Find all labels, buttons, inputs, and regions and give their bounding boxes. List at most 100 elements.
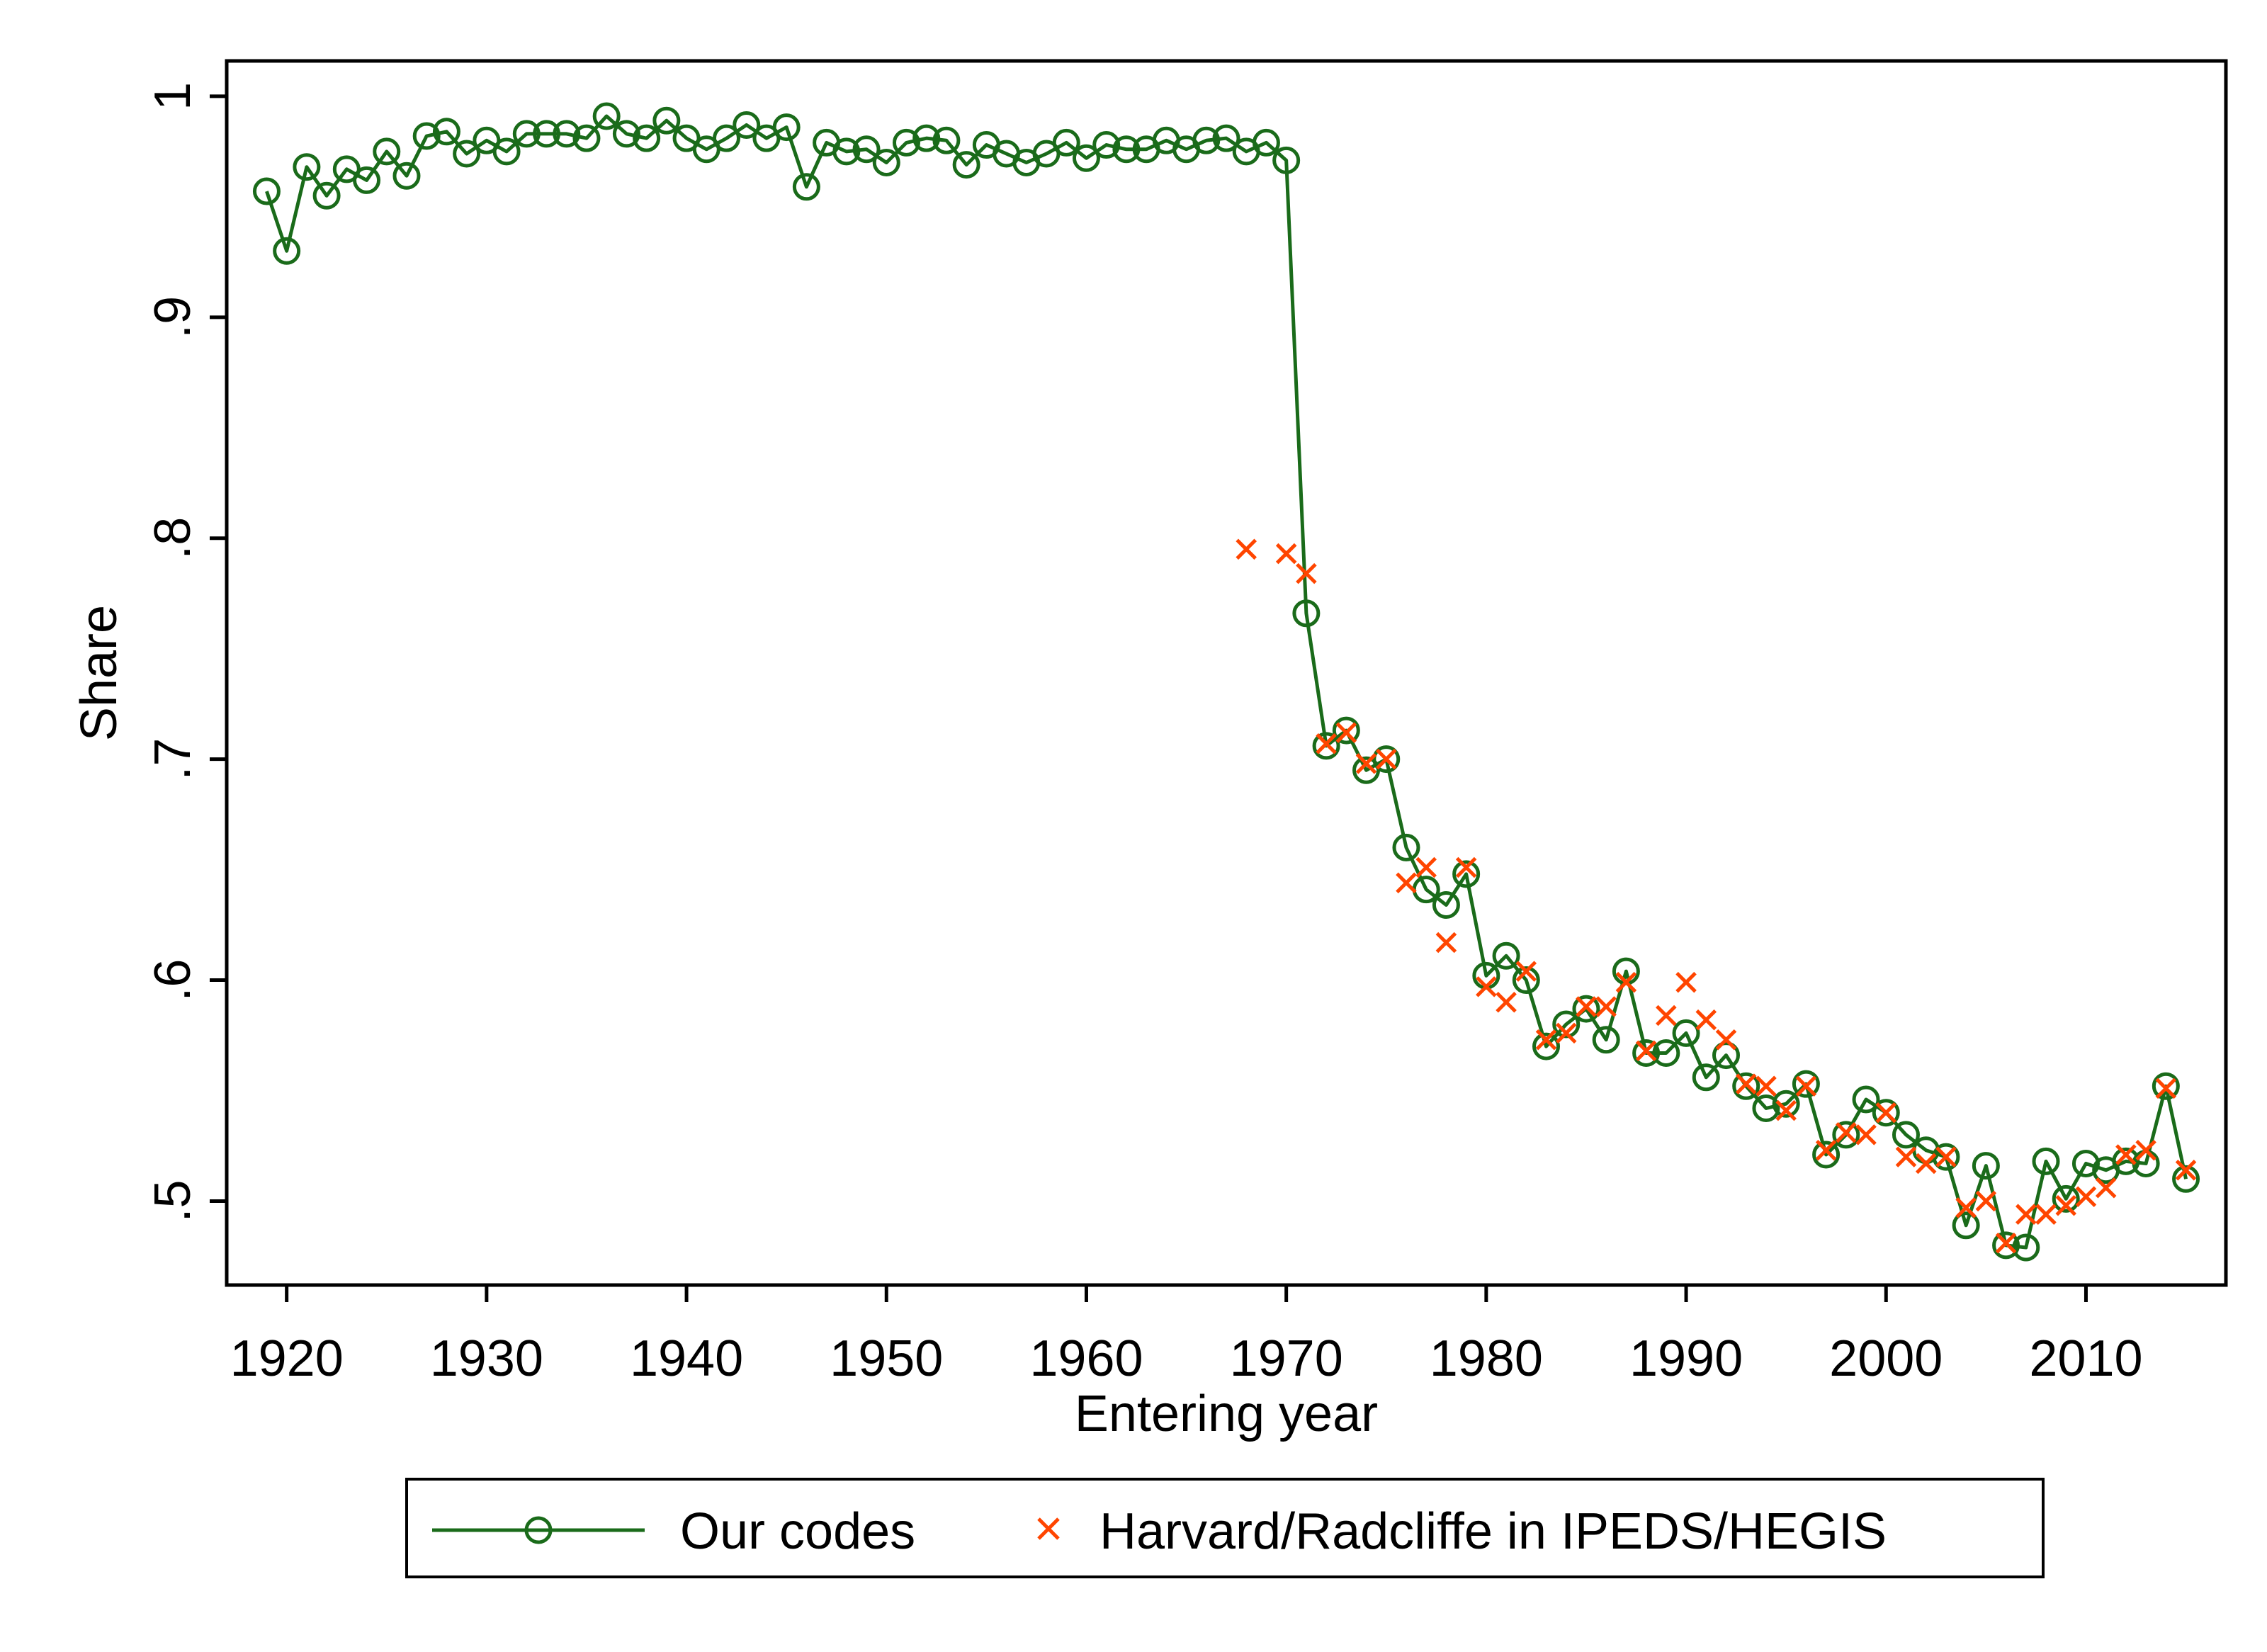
data-point-our-codes — [2012, 1233, 2040, 1262]
data-point-our-codes — [1092, 131, 1121, 159]
data-point-harvard — [1795, 1075, 1817, 1097]
x-axis: 1920 1930 1940 1950 1960 1970 1980 1990 2000 2010 — [230, 1285, 2143, 1387]
legend-box — [405, 1478, 2045, 1578]
y-tick-label: .8 — [145, 517, 201, 560]
data-point-harvard — [1236, 538, 1257, 560]
data-point-harvard — [1915, 1153, 1937, 1175]
data-point-our-codes — [1292, 599, 1321, 628]
data-point-our-codes — [1372, 745, 1401, 774]
data-point-our-codes — [312, 181, 341, 210]
x-tick-label: 1970 — [1230, 1330, 1343, 1387]
data-point-harvard — [1275, 543, 1297, 565]
data-point-harvard — [2016, 1204, 2037, 1225]
data-point-our-codes — [1492, 941, 1520, 970]
data-point-our-codes — [2172, 1165, 2200, 1193]
y-tick-label: .6 — [145, 959, 201, 1002]
data-point-harvard — [1675, 971, 1697, 993]
data-point-harvard — [2095, 1177, 2117, 1199]
data-point-harvard — [1715, 1029, 1737, 1051]
data-point-harvard — [1935, 1146, 1957, 1167]
y-tick-label: .5 — [145, 1179, 201, 1222]
data-point-harvard — [1415, 856, 1437, 878]
data-point-harvard — [1615, 971, 1637, 993]
data-point-our-codes — [1192, 126, 1221, 154]
x-tick-label: 2000 — [1829, 1330, 1943, 1387]
data-point-our-codes — [932, 126, 961, 154]
data-point-harvard — [2175, 1160, 2197, 1181]
data-point-our-codes — [1792, 1070, 1820, 1098]
data-point-harvard — [1855, 1124, 1877, 1145]
data-point-our-codes — [1652, 1039, 1680, 1067]
x-tick-label: 1990 — [1629, 1330, 1743, 1387]
data-point-harvard — [2155, 1077, 2177, 1099]
y-tick-label: .7 — [145, 738, 201, 781]
x-tick-label: 2010 — [2029, 1330, 2142, 1387]
data-point-our-codes — [633, 124, 661, 152]
data-point-harvard — [1695, 1009, 1717, 1031]
data-point-our-codes — [392, 162, 421, 190]
data-point-our-codes — [1952, 1211, 1980, 1240]
data-point-our-codes — [733, 111, 761, 139]
data-point-our-codes — [1332, 716, 1360, 745]
data-point-our-codes — [592, 102, 621, 130]
data-point-our-codes — [1832, 1121, 1860, 1149]
data-point-our-codes — [1272, 146, 1301, 174]
legend-label-harvard: Harvard/Radcliffe in IPEDS/HEGIS — [1099, 1503, 1887, 1560]
data-point-our-codes — [2032, 1147, 2060, 1175]
data-point-our-codes — [1732, 1072, 1760, 1100]
data-point-our-codes — [1392, 833, 1420, 861]
data-point-our-codes — [1312, 732, 1340, 760]
data-point-harvard — [1535, 1029, 1557, 1051]
data-point-our-codes — [852, 135, 881, 164]
data-point-our-codes — [2112, 1147, 2140, 1175]
data-point-harvard — [1815, 1139, 1837, 1161]
y-tick-label: .9 — [145, 296, 201, 339]
data-point-harvard — [1756, 1075, 1777, 1097]
data-point-harvard — [1995, 1232, 2017, 1254]
data-point-our-codes — [373, 137, 401, 166]
legend: Our codes Harvard/Radcliffe in IPEDS/HEG… — [405, 1478, 2045, 1578]
data-point-our-codes — [412, 122, 441, 150]
x-tick-label: 1980 — [1430, 1330, 1543, 1387]
data-point-our-codes — [912, 124, 941, 152]
series-line-our-codes — [265, 114, 2188, 1250]
data-point-our-codes — [1432, 891, 1460, 920]
data-point-harvard — [1955, 1197, 1977, 1218]
data-point-our-codes — [572, 124, 601, 152]
data-point-our-codes — [1592, 1026, 1620, 1054]
data-point-our-codes — [512, 120, 541, 148]
data-point-harvard — [1375, 748, 1397, 770]
y-tick-label: 1 — [145, 82, 201, 111]
legend-marker-harvard — [1037, 1517, 1060, 1540]
x-tick-label: 1950 — [830, 1330, 943, 1387]
data-point-harvard — [1656, 1005, 1677, 1026]
data-point-harvard — [1455, 856, 1477, 878]
data-point-harvard — [1975, 1190, 1997, 1212]
data-point-harvard — [1296, 562, 1317, 584]
data-point-harvard — [2135, 1139, 2156, 1161]
data-point-harvard — [1775, 1099, 1797, 1121]
data-point-harvard — [1555, 1022, 1577, 1044]
data-point-harvard — [1895, 1146, 1917, 1167]
data-point-our-codes — [2152, 1072, 2180, 1100]
data-point-our-codes — [1692, 1063, 1720, 1092]
data-point-our-codes — [892, 128, 920, 157]
data-point-our-codes — [1532, 1032, 1561, 1060]
data-point-harvard — [2035, 1204, 2057, 1225]
data-point-harvard — [1496, 991, 1517, 1013]
data-point-our-codes — [1892, 1121, 1920, 1149]
data-point-harvard — [1476, 976, 1497, 997]
data-point-harvard — [2075, 1186, 2097, 1208]
x-tick-label: 1930 — [430, 1330, 543, 1387]
data-point-our-codes — [1632, 1039, 1661, 1067]
data-point-our-codes — [432, 118, 460, 146]
data-point-our-codes — [1552, 1010, 1581, 1039]
data-point-our-codes — [553, 120, 581, 148]
data-point-harvard — [1396, 872, 1417, 894]
data-point-harvard — [1435, 932, 1457, 954]
data-point-our-codes — [1512, 966, 1540, 995]
data-point-our-codes — [252, 177, 281, 205]
data-point-our-codes — [353, 166, 381, 194]
data-point-our-codes — [1452, 860, 1481, 888]
